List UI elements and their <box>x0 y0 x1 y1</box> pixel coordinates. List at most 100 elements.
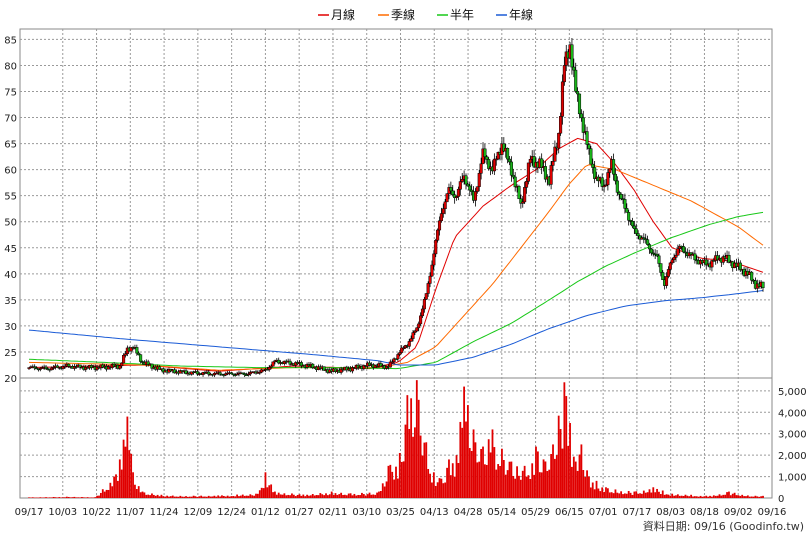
volume-bar <box>711 496 713 498</box>
volume-bar <box>166 495 168 498</box>
volume-bar <box>508 461 511 498</box>
volume-bar <box>465 421 467 498</box>
volume-bar <box>349 493 352 498</box>
price-tick-label: 65 <box>4 140 17 151</box>
candle-body <box>245 374 249 377</box>
x-tick-label: 09/17 <box>15 507 44 518</box>
candle-body <box>106 366 111 370</box>
volume-bar <box>398 453 401 498</box>
candle-body <box>649 248 653 254</box>
candle-body <box>400 347 404 353</box>
volume-bar <box>332 495 335 498</box>
candle-body <box>681 246 686 253</box>
candle-body <box>574 69 578 92</box>
candle-body <box>483 148 487 157</box>
volume-bars <box>28 380 764 499</box>
volume-bar <box>383 486 386 498</box>
candle-body <box>428 275 432 284</box>
volume-bar <box>603 491 605 498</box>
candle-body <box>398 352 402 355</box>
candle-body <box>689 252 693 255</box>
x-tick-label: 05/29 <box>521 507 550 518</box>
candle-body <box>271 361 275 367</box>
volume-bar <box>245 495 248 498</box>
volume-bar <box>686 495 689 498</box>
volume-bar <box>65 496 68 498</box>
candle-body <box>434 239 438 255</box>
volume-bar <box>661 490 664 498</box>
volume-bar <box>357 494 360 498</box>
volume-bar <box>81 497 83 498</box>
volume-bar <box>697 496 700 498</box>
volume-bar <box>554 458 556 498</box>
volume-bar <box>234 496 237 498</box>
candle-body <box>120 362 124 367</box>
volume-bar <box>739 495 742 498</box>
volume-bar <box>514 478 517 498</box>
volume-bar <box>584 477 587 498</box>
volume-bar <box>461 427 464 498</box>
candle-body <box>521 201 525 204</box>
volume-bar <box>340 492 343 498</box>
volume-bar <box>756 496 759 498</box>
candle-body <box>570 44 574 68</box>
candle-body <box>436 229 440 241</box>
volume-bar <box>370 494 373 498</box>
candle-body <box>540 158 544 168</box>
volume-bar <box>644 492 647 498</box>
volume-bar <box>474 442 477 498</box>
volume-bar <box>149 495 151 498</box>
volume-bar <box>540 472 543 498</box>
volume-bar <box>79 497 81 498</box>
price-tick-label: 70 <box>4 114 17 125</box>
candle-body <box>562 65 566 83</box>
volume-bar <box>169 496 172 498</box>
candle-body <box>579 113 583 119</box>
volume-bar <box>484 464 486 498</box>
volume-bar <box>92 497 95 498</box>
volume-bar <box>712 495 715 498</box>
volume-bar <box>48 497 51 498</box>
volume-bar <box>518 475 520 498</box>
volume-bar <box>502 459 505 498</box>
volume-bar <box>309 495 312 498</box>
volume-bar <box>264 472 267 498</box>
candle-body <box>157 366 162 370</box>
volume-bar <box>642 490 645 498</box>
volume-bar <box>82 497 85 498</box>
volume-bar <box>576 470 579 498</box>
volume-bar <box>84 497 87 498</box>
candle-body <box>67 363 71 367</box>
candle-body <box>494 158 498 161</box>
volume-bar <box>107 489 110 498</box>
volume-bar <box>368 492 371 498</box>
volume-bar <box>376 492 378 498</box>
volume-bar <box>493 447 496 498</box>
candle-body <box>657 255 661 264</box>
volume-bar <box>624 493 626 498</box>
volume-bar <box>342 494 344 498</box>
volume-bar <box>468 448 471 498</box>
candle-body <box>576 91 580 95</box>
volume-bar <box>673 495 675 498</box>
candle-body <box>523 187 527 203</box>
candle-body <box>190 371 194 375</box>
volume-bar <box>476 462 479 498</box>
volume-bar <box>228 496 231 498</box>
x-tick-label: 12/09 <box>183 507 212 518</box>
volume-bar <box>154 495 157 498</box>
volume-bar <box>37 497 40 499</box>
volume-bar <box>724 494 727 498</box>
volume-bar <box>35 497 38 499</box>
candle-body <box>235 373 239 376</box>
candle-body <box>184 370 188 374</box>
volume-bar <box>733 492 736 498</box>
candle-body <box>517 186 521 200</box>
volume-bar <box>737 495 740 498</box>
volume-bar <box>372 494 375 498</box>
volume-bar <box>270 484 273 498</box>
x-tick-label: 09/16 <box>758 507 787 518</box>
volume-bar <box>726 492 728 498</box>
volume-bar <box>179 495 182 498</box>
volume-bar <box>359 495 361 498</box>
